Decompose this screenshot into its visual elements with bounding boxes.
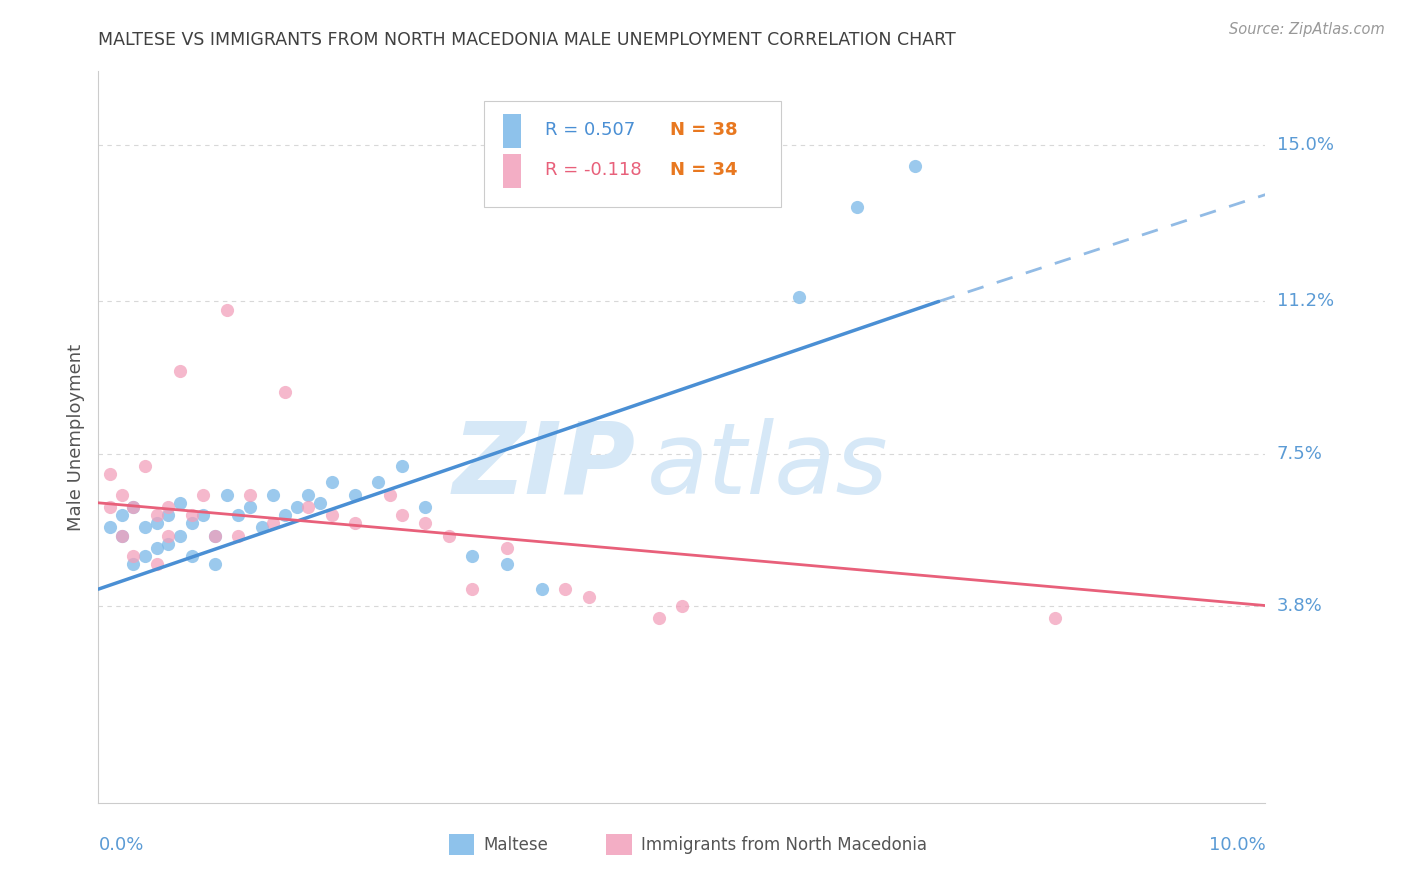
Text: 15.0%: 15.0% bbox=[1277, 136, 1333, 154]
Text: Immigrants from North Macedonia: Immigrants from North Macedonia bbox=[641, 836, 927, 855]
Text: Source: ZipAtlas.com: Source: ZipAtlas.com bbox=[1229, 22, 1385, 37]
Text: N = 38: N = 38 bbox=[671, 121, 738, 139]
Point bbox=[496, 558, 519, 572]
Point bbox=[461, 582, 484, 596]
Point bbox=[461, 549, 484, 564]
Text: 0.0%: 0.0% bbox=[98, 836, 143, 855]
Point bbox=[250, 520, 273, 534]
Point bbox=[262, 516, 284, 531]
Point bbox=[146, 558, 169, 572]
Text: 7.5%: 7.5% bbox=[1277, 444, 1323, 463]
Point bbox=[134, 458, 156, 473]
Text: MALTESE VS IMMIGRANTS FROM NORTH MACEDONIA MALE UNEMPLOYMENT CORRELATION CHART: MALTESE VS IMMIGRANTS FROM NORTH MACEDON… bbox=[98, 31, 956, 49]
Point bbox=[169, 364, 191, 378]
Point bbox=[134, 520, 156, 534]
Point bbox=[904, 159, 927, 173]
Point bbox=[111, 508, 134, 523]
Point bbox=[180, 508, 202, 523]
Text: 3.8%: 3.8% bbox=[1277, 597, 1322, 615]
Point bbox=[413, 516, 436, 531]
Point bbox=[122, 500, 145, 514]
Point bbox=[391, 508, 413, 523]
Point bbox=[180, 516, 202, 531]
Point bbox=[111, 487, 134, 501]
Text: R = 0.507: R = 0.507 bbox=[546, 121, 636, 139]
Bar bbox=[503, 114, 522, 148]
Text: R = -0.118: R = -0.118 bbox=[546, 161, 643, 179]
FancyBboxPatch shape bbox=[484, 101, 782, 207]
Point bbox=[239, 500, 262, 514]
Point bbox=[554, 582, 576, 596]
Point bbox=[122, 549, 145, 564]
Point bbox=[787, 290, 810, 304]
Point bbox=[309, 496, 332, 510]
Bar bbox=[503, 154, 522, 188]
Point bbox=[180, 549, 202, 564]
Point bbox=[111, 529, 134, 543]
Point bbox=[146, 508, 169, 523]
Point bbox=[239, 487, 262, 501]
Text: Maltese: Maltese bbox=[484, 836, 548, 855]
Point bbox=[297, 487, 319, 501]
Point bbox=[228, 508, 250, 523]
Text: N = 34: N = 34 bbox=[671, 161, 738, 179]
Point bbox=[146, 541, 169, 555]
Point bbox=[122, 558, 145, 572]
Point bbox=[578, 591, 600, 605]
Point bbox=[169, 496, 191, 510]
Point bbox=[846, 200, 869, 214]
Point bbox=[98, 500, 121, 514]
Text: ZIP: ZIP bbox=[453, 417, 636, 515]
Point bbox=[344, 487, 367, 501]
Point bbox=[496, 541, 519, 555]
Text: atlas: atlas bbox=[647, 417, 889, 515]
Point bbox=[134, 549, 156, 564]
Text: 10.0%: 10.0% bbox=[1209, 836, 1265, 855]
Point bbox=[671, 599, 693, 613]
Point bbox=[111, 529, 134, 543]
Point bbox=[98, 520, 121, 534]
Point bbox=[122, 500, 145, 514]
Point bbox=[391, 458, 413, 473]
Bar bbox=[606, 833, 631, 855]
Point bbox=[215, 487, 238, 501]
Point bbox=[297, 500, 319, 514]
Point bbox=[274, 508, 297, 523]
Point bbox=[146, 516, 169, 531]
Point bbox=[344, 516, 367, 531]
Point bbox=[228, 529, 250, 543]
Point bbox=[367, 475, 389, 490]
Point bbox=[204, 558, 226, 572]
Point bbox=[530, 582, 553, 596]
Point bbox=[274, 384, 297, 399]
Point bbox=[285, 500, 308, 514]
Point bbox=[437, 529, 460, 543]
Point bbox=[413, 500, 436, 514]
Point bbox=[169, 529, 191, 543]
Point bbox=[157, 508, 180, 523]
Point bbox=[204, 529, 226, 543]
Y-axis label: Male Unemployment: Male Unemployment bbox=[66, 343, 84, 531]
Point bbox=[215, 302, 238, 317]
Point bbox=[380, 487, 402, 501]
Point bbox=[193, 508, 215, 523]
Point bbox=[98, 467, 121, 481]
Point bbox=[1045, 611, 1067, 625]
Point bbox=[262, 487, 284, 501]
Text: 11.2%: 11.2% bbox=[1277, 293, 1334, 310]
Point bbox=[204, 529, 226, 543]
Bar bbox=[449, 833, 474, 855]
Point bbox=[321, 475, 343, 490]
Point bbox=[157, 537, 180, 551]
Point bbox=[321, 508, 343, 523]
Point bbox=[157, 529, 180, 543]
Point bbox=[157, 500, 180, 514]
Point bbox=[193, 487, 215, 501]
Point bbox=[647, 611, 669, 625]
